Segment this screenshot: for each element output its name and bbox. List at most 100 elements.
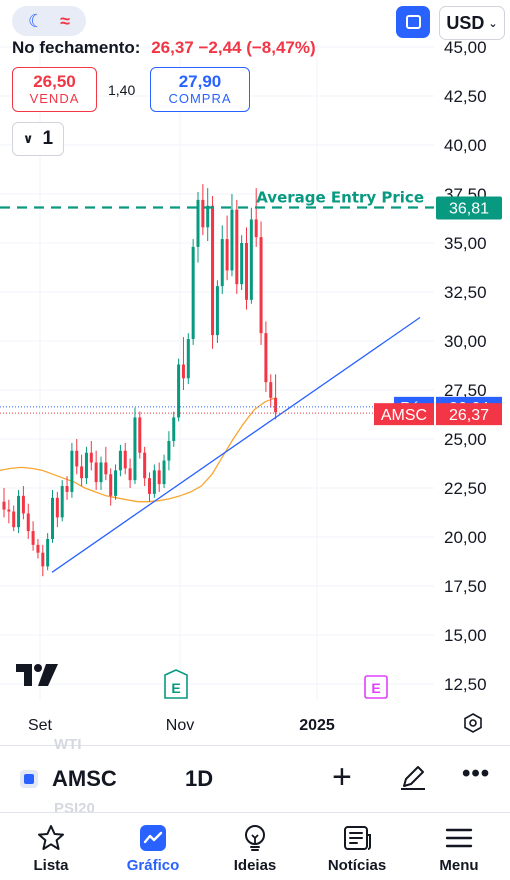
news-icon [344,826,371,850]
buy-label: COMPRA [168,91,232,106]
candle [167,431,171,471]
candle-body [177,364,181,418]
menu-icon [445,828,473,848]
candle [181,337,185,390]
nav-item-menu[interactable]: Menu [408,812,510,880]
candle-body [80,466,84,479]
candle-body [230,209,234,271]
sell-price: 26,50 [33,72,76,91]
symbol-logo-icon [20,770,38,788]
y-tick-label: 12,50 [444,675,487,694]
sell-button[interactable]: 26,50 VENDA [12,67,97,112]
candle [152,464,156,498]
price-chart[interactable]: 45,0042,5040,0037,5035,0032,5030,0027,50… [0,0,510,745]
last-price-tag-text: 26,37 [449,407,489,424]
close-label: No fechamento: [12,38,141,57]
candle-body [225,239,229,271]
candle [264,321,268,392]
divider [0,745,510,746]
currency-label: USD [446,12,485,33]
nav-item-ideias[interactable]: Ideias [204,812,306,880]
tradingview-logo-icon [16,664,58,686]
candle-body [94,462,98,483]
x-tick-label: 2025 [299,717,335,734]
candle [51,489,54,543]
bottom-nav: Lista Gráfico Ideias Notíc [0,812,510,880]
symbol-name[interactable]: AMSC [52,766,117,791]
candle [254,188,258,247]
candle [206,188,210,242]
divider [0,812,510,813]
earnings-marker-label: E [371,680,380,696]
theme-toggle[interactable]: ☾ ≈ [12,6,86,36]
candle [215,280,219,343]
more-icon[interactable]: ••• [462,760,491,787]
candle [118,444,122,477]
candle-body [31,531,35,545]
earnings-marker[interactable]: E [364,675,388,699]
quantity-value: 1 [42,128,54,149]
nav-label: Menu [439,857,479,874]
candle-body [17,495,21,528]
close-value: 26,37 −2,44 (−8,47%) [151,38,316,57]
candle [133,407,137,485]
layout-button[interactable] [396,6,430,38]
candle-body [114,470,118,496]
timeframe-button[interactable]: 1D [185,766,214,791]
ghost-symbol-top: WTI [54,736,82,753]
nav-item-noticias[interactable]: Notícias [306,812,408,880]
approx-icon: ≈ [60,11,70,31]
earnings-marker-shape [364,675,388,699]
candle [128,458,132,488]
candle-body [104,462,108,475]
candle-body [99,462,103,483]
currency-select[interactable]: USD ⌄ [439,6,505,40]
pencil-icon[interactable] [398,762,428,792]
candle-body [259,237,263,334]
candle-body [254,219,258,238]
add-icon[interactable]: + [332,758,352,796]
nav-item-grafico[interactable]: Gráfico [102,812,204,880]
entry-price-tag-text: 36,81 [449,201,489,218]
candle [225,215,229,281]
moving-average-line [0,397,276,503]
candle [84,446,88,485]
candle [274,374,278,420]
candle [123,442,127,475]
earnings-marker[interactable]: E [164,669,188,699]
candle-body [7,509,11,512]
candle-body [75,450,79,467]
candle-body [240,243,244,285]
lightbulb-icon [245,825,265,851]
quantity-select[interactable]: ∨ 1 [12,122,64,156]
candle-body [89,452,93,463]
layout-icon [405,15,421,29]
candle [12,505,16,532]
candle [172,411,176,447]
x-axis[interactable]: Set Nov 2025 [28,717,335,734]
y-tick-label: 27,50 [444,381,487,400]
candle [26,503,30,539]
spread-value: 1,40 [108,82,136,98]
candle-body [148,478,151,494]
chart-icon [140,825,166,851]
candle [31,521,35,551]
candle [191,239,195,345]
candle-body [60,486,64,518]
candle-body [245,243,248,300]
candle-body [2,501,6,510]
candle [235,199,239,294]
candle [2,488,6,518]
candle [109,468,113,506]
candle-body [220,239,224,287]
candle-body [41,552,45,567]
y-axis[interactable]: 45,0042,5040,0037,5035,0032,5030,0027,50… [444,38,487,694]
candle [186,333,190,385]
nav-item-lista[interactable]: Lista [0,812,102,880]
candle-body [21,495,25,514]
axis-settings-icon[interactable] [464,713,482,733]
symbol-bar: WTI PSI20 AMSC 1D + ••• [0,736,510,817]
candle-body [211,205,215,336]
nav-label: Lista [33,857,69,874]
buy-button[interactable]: 27,90 COMPRA [150,67,250,112]
